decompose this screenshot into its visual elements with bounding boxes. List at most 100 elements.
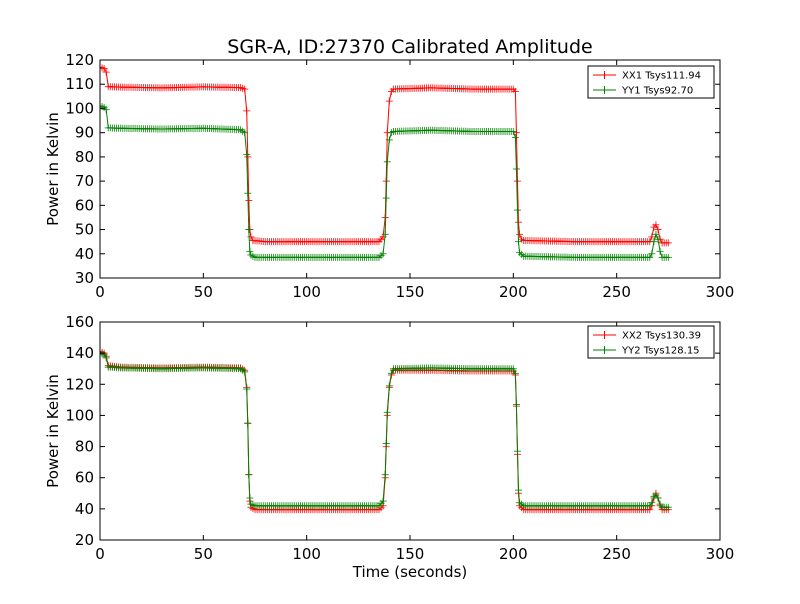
data-point (513, 206, 521, 214)
data-point (654, 494, 662, 502)
data-point (516, 230, 524, 238)
y-tick-label: 80 (75, 438, 94, 456)
y-tick-label: 110 (65, 75, 94, 93)
data-point (650, 238, 658, 246)
y-tick-label: 40 (75, 245, 94, 263)
data-point (648, 250, 656, 258)
series-line (100, 66, 669, 244)
y-tick-label: 100 (65, 99, 94, 117)
data-point (381, 471, 389, 479)
data-point (382, 439, 390, 447)
y-tick-label: 60 (75, 469, 94, 487)
x-tick-label: 250 (602, 545, 631, 563)
y-tick-label: 50 (75, 221, 94, 239)
data-point (513, 177, 521, 185)
data-point (385, 136, 393, 144)
data-point (646, 253, 654, 261)
data-point (652, 230, 660, 238)
x-tick-label: 50 (194, 545, 213, 563)
x-tick-label: 0 (95, 545, 105, 563)
data-point (515, 238, 522, 246)
x-tick-label: 250 (602, 283, 631, 301)
y-tick-label: 70 (75, 172, 94, 190)
y-tick-label: 60 (75, 196, 94, 214)
data-point (247, 233, 255, 241)
data-point (379, 497, 387, 505)
x-tick-label: 0 (95, 283, 105, 301)
legend-marker (600, 346, 609, 354)
data-point (241, 85, 249, 93)
plot-bottom: 0 50 100 150 200 250 300 20 40 60 80 100 120 140 160 Po… (44, 313, 734, 581)
series-yy-1 (100, 102, 672, 261)
data-point (654, 235, 662, 243)
data-point (243, 150, 251, 158)
data-point (243, 107, 251, 115)
y-tick-label: 20 (75, 531, 94, 549)
data-point (244, 419, 252, 427)
data-point (513, 447, 521, 455)
legend-entry: YY2 Tsys128.15 (621, 346, 700, 357)
y-tick-label: 100 (65, 406, 94, 424)
x-tick-label: 300 (706, 545, 735, 563)
series-xx-1 (100, 63, 672, 247)
data-point (387, 369, 395, 377)
y-tick-label: 140 (65, 344, 94, 362)
data-point (664, 503, 672, 511)
data-point (246, 247, 254, 255)
legend-box (587, 325, 715, 359)
data-point (654, 226, 662, 234)
data-point (382, 194, 390, 202)
legend: XX2 Tsys130.39 YY2 Tsys128.15 (587, 325, 715, 359)
figure-title: SGR-A, ID:27370 Calibrated Amplitude (227, 36, 592, 58)
y-axis-label: Power in Kelvin (44, 374, 62, 488)
data-point (241, 368, 249, 376)
data-point (515, 218, 522, 226)
x-axis-label: Time (seconds) (352, 563, 468, 581)
data-point (379, 250, 387, 258)
data-point (509, 365, 517, 373)
y-tick-label: 120 (65, 375, 94, 393)
series-yy-2 (100, 349, 672, 511)
data-point (245, 471, 253, 479)
legend-box (587, 65, 715, 99)
y-tick-label: 40 (75, 500, 94, 518)
x-tick-label: 150 (396, 283, 425, 301)
data-point (383, 158, 391, 166)
data-point (515, 486, 522, 494)
x-tick-label: 200 (499, 545, 528, 563)
legend-marker (600, 71, 609, 79)
data-point (102, 106, 110, 114)
series-line (100, 352, 669, 508)
data-point (245, 226, 253, 234)
data-point (648, 233, 656, 241)
data-point (381, 230, 389, 238)
data-point (383, 408, 391, 416)
legend: XX1 Tsys111.94 YY1 Tsys92.70 (587, 65, 715, 99)
data-point (512, 401, 520, 409)
plot-top: 0 50 100 150 200 250 300 30 40 50 60 70 80 90 100 110 12… (44, 51, 734, 301)
data-point (664, 253, 672, 261)
data-point (244, 189, 252, 197)
data-point (241, 129, 249, 137)
y-tick-label: 80 (75, 148, 94, 166)
data-point (102, 68, 110, 76)
data-point (246, 494, 254, 502)
data-point (511, 87, 519, 95)
data-point (509, 127, 517, 135)
y-tick-label: 120 (65, 51, 94, 69)
data-point (511, 134, 519, 142)
legend-entry: XX2 Tsys130.39 (622, 331, 701, 342)
y-tick-label: 160 (65, 313, 94, 331)
y-axis-label: Power in Kelvin (44, 112, 62, 226)
x-tick-label: 100 (292, 545, 321, 563)
legend-marker (600, 331, 609, 339)
legend-entry: YY1 Tsys92.70 (621, 86, 693, 97)
x-tick-label: 200 (499, 283, 528, 301)
data-point (652, 221, 660, 229)
data-point (648, 499, 656, 507)
legend-entry: XX1 Tsys111.94 (622, 71, 701, 82)
data-point (385, 97, 393, 105)
x-tick-label: 50 (194, 283, 213, 301)
x-tick-label: 150 (396, 545, 425, 563)
